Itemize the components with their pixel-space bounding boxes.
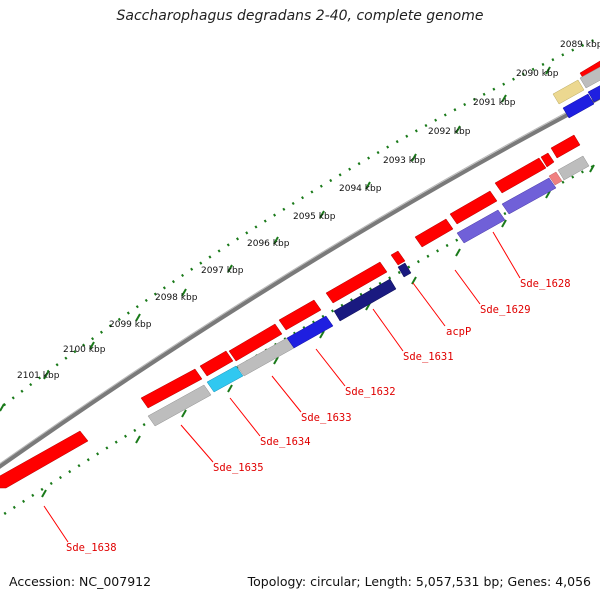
lower-tick-mark (41, 489, 47, 498)
cds-arrow[interactable] (414, 218, 454, 248)
tick-mark-2101 (0, 403, 5, 412)
cds-arrow[interactable] (0, 430, 89, 489)
lower-scale-track (0, 161, 600, 519)
lower-tick-mark (501, 219, 507, 228)
kbp-label: 2092 kbp (428, 127, 471, 137)
feature-block-navy[interactable] (397, 262, 412, 278)
label-leaders (43, 231, 521, 543)
leader-line (372, 308, 404, 352)
cds-arrow[interactable] (140, 368, 203, 409)
lower-tick-mark (589, 164, 595, 173)
kbp-label: 2100 kbp (63, 345, 106, 355)
feature-track (147, 66, 600, 427)
leader-line (315, 348, 346, 387)
leader-line (180, 424, 214, 463)
feature-block-blue[interactable] (587, 84, 600, 103)
kbp-label: 2095 kbp (293, 212, 336, 222)
tick-mark-2095 (273, 236, 279, 245)
cds-arrow[interactable] (540, 152, 555, 168)
feature-block-blue[interactable] (286, 315, 334, 349)
gene-label[interactable]: Sde_1631 (403, 351, 454, 363)
leader-line (412, 282, 446, 327)
map-title: Saccharophagus degradans 2-40, complete … (116, 8, 484, 24)
lower-tick-mark (273, 356, 279, 365)
gene-label[interactable]: Sde_1635 (213, 462, 264, 474)
upper-tick-dots (0, 35, 600, 410)
leader-line (271, 375, 302, 413)
accession-text: Accession: NC_007912 (9, 574, 152, 589)
gene-labels: Sde_1628 Sde_1629 acpP Sde_1631 Sde_1632… (66, 278, 571, 554)
feature-block-yellow[interactable] (552, 79, 585, 105)
cds-arrow[interactable] (550, 134, 581, 159)
genome-stats-text: Topology: circular; Length: 5,057,531 bp… (247, 574, 591, 589)
cds-arrow[interactable] (494, 157, 547, 194)
lower-tick-mark (411, 276, 417, 285)
tick-mark-2099 (89, 341, 95, 350)
gene-label[interactable]: acpP (446, 326, 471, 338)
tick-mark-2089 (545, 66, 551, 75)
cds-arrow-acpP[interactable] (390, 250, 406, 266)
tick-mark-2100 (43, 371, 49, 380)
cds-arrow[interactable] (199, 350, 234, 377)
feature-block-pink[interactable] (548, 171, 563, 186)
feature-block-grey[interactable] (147, 384, 212, 427)
feature-block-purple[interactable] (501, 177, 557, 215)
tick-mark-2094 (319, 210, 325, 219)
kbp-label: 2094 kbp (339, 184, 382, 194)
feature-block-grey[interactable] (557, 155, 590, 181)
leader-line (43, 505, 69, 543)
tick-mark-2093 (365, 181, 371, 190)
kbp-label: 2098 kbp (155, 293, 198, 303)
cds-arrow[interactable] (228, 323, 283, 362)
tick-mark-2097 (181, 288, 187, 297)
kbp-label: 2096 kbp (247, 239, 290, 249)
cds-arrow[interactable] (449, 190, 498, 225)
kbp-label: 2091 kbp (473, 98, 516, 108)
kbp-label: 2089 kbp (560, 40, 600, 50)
kbp-label: 2097 kbp (201, 266, 244, 276)
tick-mark-2092 (411, 153, 417, 162)
gene-label[interactable]: Sde_1638 (66, 542, 117, 554)
feature-block-blue[interactable] (562, 93, 595, 119)
gene-label[interactable]: Sde_1628 (520, 278, 571, 290)
leader-line (492, 231, 521, 279)
lower-tick-mark (545, 190, 551, 199)
gene-label[interactable]: Sde_1633 (301, 412, 352, 424)
cds-arrow[interactable] (278, 299, 322, 331)
kbp-label: 2093 kbp (383, 156, 426, 166)
kbp-label: 2090 kbp (516, 69, 559, 79)
feature-block-grey[interactable] (579, 66, 600, 89)
lower-tick-mark (135, 435, 141, 444)
cds-arrow[interactable] (325, 261, 388, 304)
leader-line (229, 397, 261, 437)
tick-mark-2098 (135, 313, 141, 322)
feature-block-light-blue[interactable] (206, 365, 244, 393)
lower-tick-mark (455, 248, 461, 257)
cds-track (0, 60, 600, 489)
feature-block-purple[interactable] (456, 209, 506, 244)
feature-block-navy[interactable] (333, 278, 397, 322)
lower-tick-mark (227, 384, 233, 393)
kbp-labels: 2089 kbp 2090 kbp 2091 kbp 2092 kbp 2093… (17, 40, 600, 381)
kbp-label: 2099 kbp (109, 320, 152, 330)
gene-label[interactable]: Sde_1634 (260, 436, 311, 448)
tick-mark-2090 (501, 94, 507, 103)
leader-line (454, 269, 481, 305)
upper-scale-track (0, 35, 600, 412)
genome-backbone (0, 95, 600, 469)
lower-tick-mark (181, 409, 187, 418)
lower-tick-mark (319, 330, 325, 339)
gene-label[interactable]: Sde_1629 (480, 304, 531, 316)
kbp-label: 2101 kbp (17, 371, 60, 381)
tick-mark-2091 (455, 125, 461, 134)
genome-backbone-highlight (0, 94, 600, 465)
gene-label[interactable]: Sde_1632 (345, 386, 396, 398)
tick-mark-2096 (227, 264, 233, 273)
